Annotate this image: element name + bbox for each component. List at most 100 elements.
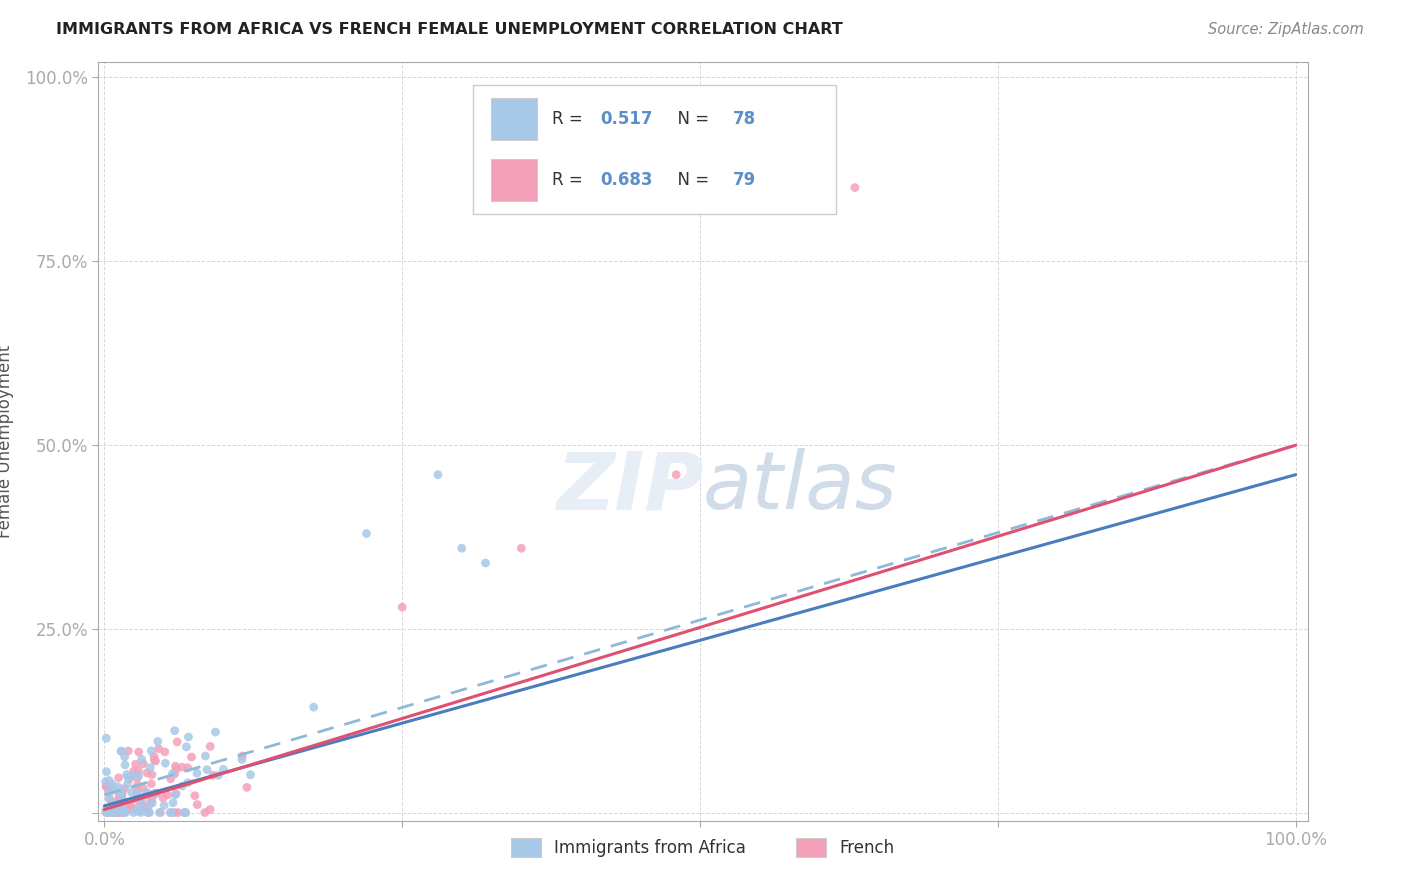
Point: [117, 744, 139, 758]
Point: [184, 789, 207, 803]
Point: [131, 791, 153, 805]
Point: [122, 802, 145, 816]
Point: [128, 799, 150, 814]
Point: [124, 757, 146, 772]
Legend: Immigrants from Africa, French: Immigrants from Africa, French: [503, 830, 903, 865]
Text: 0.683: 0.683: [600, 171, 652, 189]
Point: [105, 801, 128, 815]
Point: [160, 805, 183, 820]
Point: [128, 805, 150, 819]
Point: [173, 805, 195, 820]
Point: [180, 750, 202, 764]
Point: [136, 766, 159, 780]
Point: [165, 787, 187, 801]
Point: [176, 761, 198, 775]
Point: [204, 725, 226, 739]
Point: [96, 764, 118, 779]
Point: [122, 805, 145, 820]
Point: [111, 801, 134, 815]
Point: [136, 799, 159, 814]
Point: [94, 803, 117, 817]
Point: [112, 805, 135, 820]
Text: 0.517: 0.517: [600, 111, 652, 128]
Point: [844, 180, 866, 194]
Point: [115, 804, 138, 818]
Point: [115, 797, 138, 812]
Point: [356, 526, 378, 541]
Point: [101, 805, 124, 820]
Point: [96, 805, 118, 820]
Text: R =: R =: [551, 111, 588, 128]
Point: [163, 767, 186, 781]
Point: [156, 788, 179, 802]
Point: [104, 805, 127, 820]
Point: [159, 772, 181, 786]
Point: [510, 541, 533, 556]
Point: [111, 788, 134, 802]
Point: [98, 785, 121, 799]
Point: [391, 600, 413, 615]
Point: [128, 769, 150, 783]
Point: [152, 791, 174, 805]
Point: [194, 749, 217, 764]
Point: [101, 777, 124, 791]
Point: [121, 785, 143, 799]
Point: [107, 793, 129, 807]
Y-axis label: Female Unemployment: Female Unemployment: [0, 345, 14, 538]
Point: [136, 805, 159, 820]
Text: Source: ZipAtlas.com: Source: ZipAtlas.com: [1208, 22, 1364, 37]
Point: [104, 797, 127, 812]
Point: [141, 777, 163, 791]
Point: [170, 760, 193, 774]
Point: [127, 778, 149, 792]
Point: [207, 768, 229, 782]
Point: [127, 764, 149, 778]
Point: [94, 779, 117, 793]
Point: [114, 750, 136, 764]
Point: [165, 759, 187, 773]
Point: [231, 749, 253, 764]
Point: [96, 731, 118, 746]
Point: [115, 767, 138, 781]
Point: [141, 767, 163, 781]
Point: [165, 762, 187, 776]
Point: [103, 805, 125, 820]
Text: N =: N =: [666, 171, 714, 189]
Point: [97, 784, 120, 798]
Point: [127, 786, 149, 800]
Point: [94, 774, 117, 789]
Point: [162, 766, 184, 780]
Point: [114, 781, 136, 796]
Text: 79: 79: [734, 171, 756, 189]
Point: [127, 771, 149, 785]
Point: [101, 804, 124, 818]
Point: [107, 771, 129, 785]
Point: [121, 769, 143, 783]
Point: [141, 796, 163, 810]
Point: [142, 749, 165, 764]
Point: [107, 780, 129, 794]
Point: [114, 805, 136, 820]
Point: [426, 467, 449, 482]
Point: [153, 798, 176, 813]
Point: [302, 700, 325, 714]
Point: [145, 786, 167, 800]
Point: [148, 805, 170, 820]
Text: 78: 78: [734, 111, 756, 128]
Point: [162, 796, 184, 810]
Point: [107, 805, 129, 820]
Point: [108, 805, 131, 820]
Point: [111, 744, 134, 758]
Point: [96, 779, 118, 793]
Point: [122, 764, 145, 778]
Text: N =: N =: [666, 111, 714, 128]
Point: [128, 794, 150, 808]
Point: [177, 775, 200, 789]
Point: [135, 785, 157, 799]
Point: [141, 744, 163, 758]
Point: [177, 730, 200, 744]
Point: [239, 768, 262, 782]
Point: [450, 541, 472, 556]
Point: [236, 780, 259, 795]
Point: [194, 805, 217, 820]
